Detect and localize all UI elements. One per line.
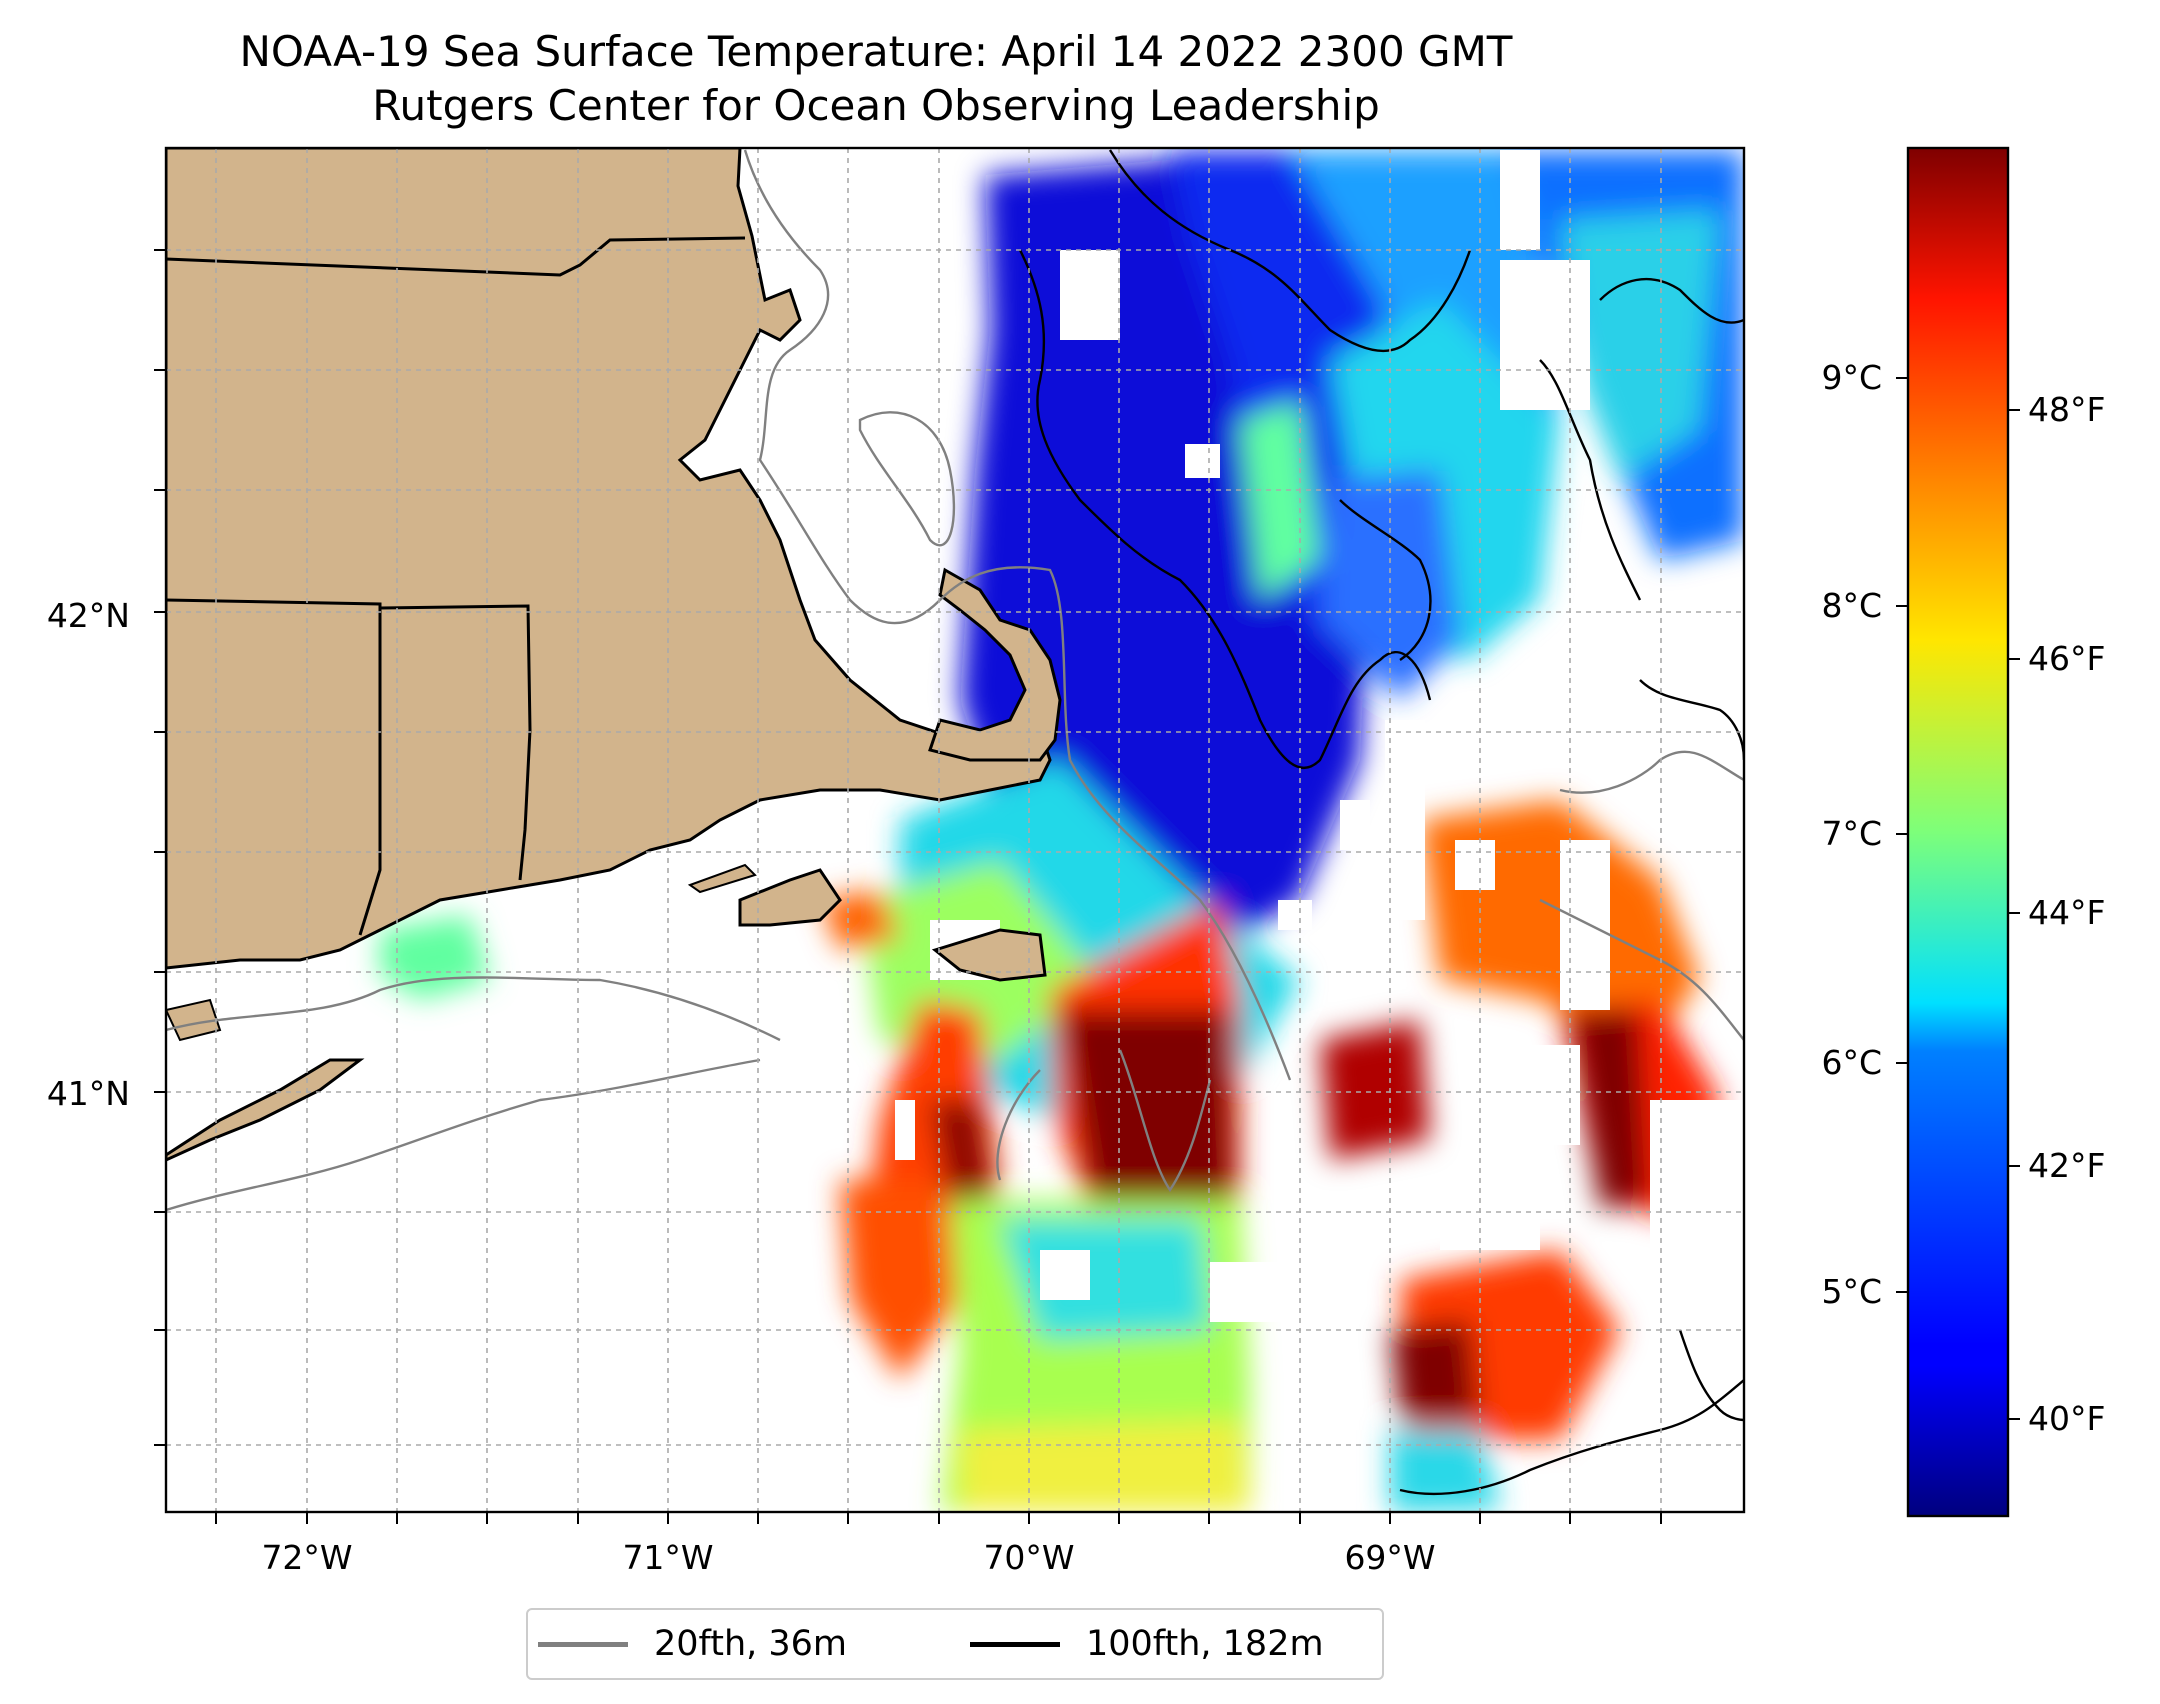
nearshore-patch	[820, 890, 900, 950]
cool-water-area	[1390, 1430, 1500, 1512]
land-cape-cod	[928, 567, 1062, 762]
y-tick-label-41n: 41°N	[46, 1074, 130, 1113]
map-subtitle: Rutgers Center for Ocean Observing Leade…	[372, 81, 1380, 130]
colorbar-fahrenheit-label: 42°F	[2028, 1146, 2106, 1185]
legend-label: 20fth, 36m	[654, 1624, 848, 1664]
legend-item-100fth: 100fth, 182m	[970, 1610, 1324, 1678]
land-nantucket	[931, 928, 1047, 982]
mild-water-area	[960, 1420, 1250, 1512]
legend-item-20fth: 20fth, 36m	[538, 1610, 847, 1678]
axis-ticks	[154, 249, 1662, 1524]
legend-label: 100fth, 182m	[1086, 1624, 1324, 1664]
x-tick-label-69w: 69°W	[1344, 1538, 1436, 1577]
gridlines	[166, 148, 1744, 1512]
colorbar-fahrenheit-label: 44°F	[2028, 893, 2106, 932]
warm-water-area	[1320, 1020, 1430, 1160]
x-tick-label-71w: 71°W	[622, 1538, 714, 1577]
colorbar-celsius-label: 8°C	[1821, 586, 1882, 625]
colorbar-fahrenheit-label: 48°F	[2028, 390, 2106, 429]
x-tick-label-72w: 72°W	[261, 1538, 353, 1577]
map-title: NOAA-19 Sea Surface Temperature: April 1…	[239, 27, 1513, 76]
cool-water-area	[1560, 210, 1720, 480]
colorbar-ticks	[1896, 377, 2020, 1420]
y-tick-label-42n: 42°N	[46, 596, 130, 635]
warm-core	[1060, 1010, 1235, 1200]
colorbar-celsius-label: 9°C	[1821, 358, 1882, 397]
cool-water-area	[1320, 470, 1460, 700]
warm-core	[1390, 1320, 1480, 1420]
land-elizabeth-islands	[687, 863, 757, 894]
legend-swatch-grey-line	[538, 1641, 628, 1647]
isobath-legend: 20fth, 36m 100fth, 182m	[526, 1608, 1384, 1680]
land-islands	[166, 998, 222, 1042]
legend-swatch-black-line	[970, 1641, 1060, 1647]
state-borders	[166, 236, 746, 936]
land-long-island	[166, 1058, 365, 1162]
map-frame	[164, 146, 1746, 1514]
colorbar-fahrenheit-label: 46°F	[2028, 639, 2106, 678]
x-tick-label-70w: 70°W	[983, 1538, 1075, 1577]
colorbar-celsius-label: 5°C	[1821, 1272, 1882, 1311]
land-marthas-vineyard	[738, 868, 842, 927]
isobath-20fth	[166, 149, 1744, 1212]
colorbar-celsius-label: 6°C	[1821, 1043, 1882, 1082]
colorbar-celsius-label: 7°C	[1821, 814, 1882, 853]
colorbar	[1906, 146, 2010, 1518]
isobath-100fth	[1018, 149, 1744, 1496]
colorbar-fahrenheit-label: 40°F	[2028, 1399, 2106, 1438]
warm-core	[1570, 1010, 1650, 1210]
